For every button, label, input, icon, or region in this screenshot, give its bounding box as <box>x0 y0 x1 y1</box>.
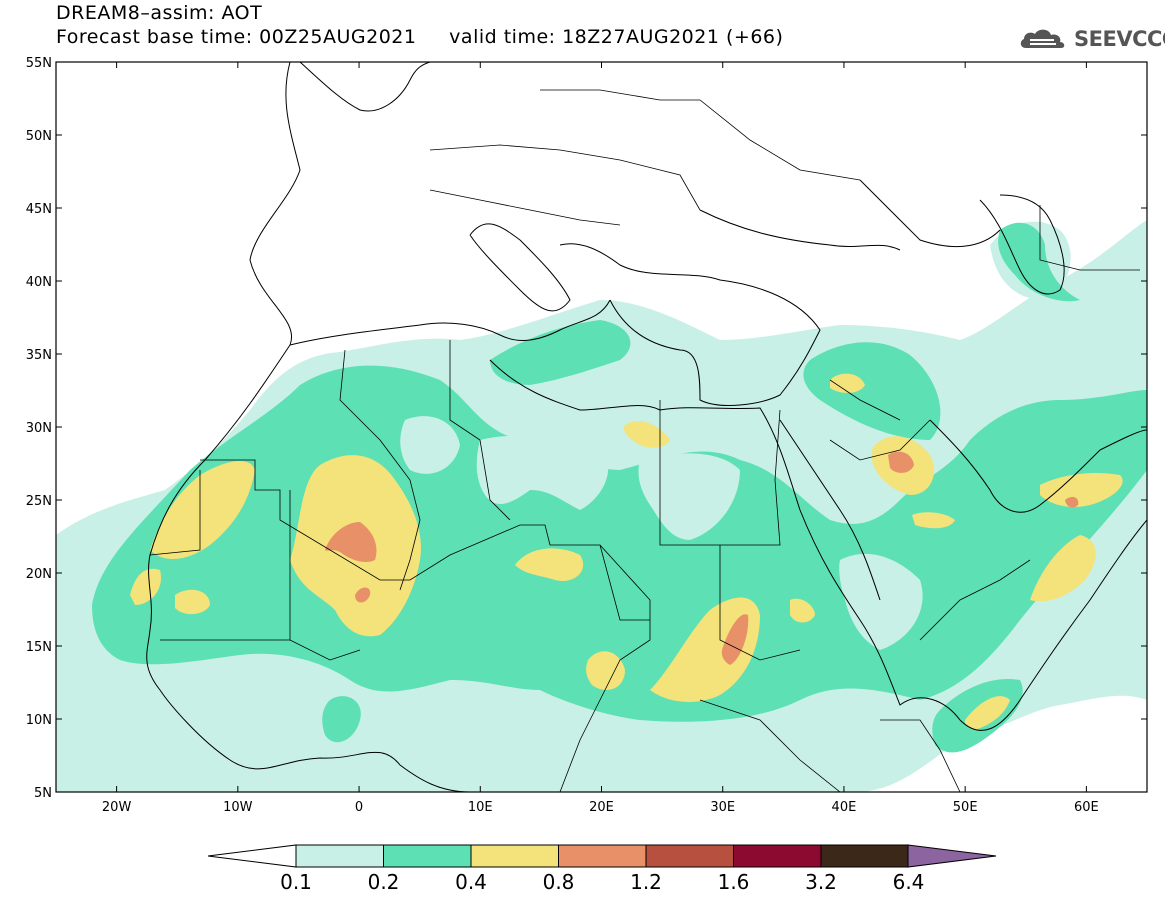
colorbar-swatch <box>558 844 647 868</box>
lon-tick-label: 60E <box>1074 800 1099 815</box>
logo-text: SEEVCCC <box>1074 27 1165 51</box>
lat-tick-label: 50N <box>26 129 52 144</box>
aot-contour-0.8 <box>325 451 1079 665</box>
colorbar-swatch <box>820 844 909 868</box>
cloud-icon <box>1020 29 1065 48</box>
lat-tick-label: 20N <box>26 567 52 582</box>
lon-tick-label: 20E <box>589 800 614 815</box>
colorbar-label: 0.1 <box>280 870 312 894</box>
lon-tick-label: 0 <box>355 800 363 815</box>
colorbar-label: 1.2 <box>630 870 662 894</box>
lat-tick-label: 15N <box>26 640 52 655</box>
lon-tick-label: 20W <box>102 800 132 815</box>
country-borders <box>149 89 1140 792</box>
colorbar-swatch <box>383 844 472 868</box>
lat-tick-label: 35N <box>26 348 52 363</box>
lon-tick-label: 50E <box>953 800 978 815</box>
colorbar: 0.1 0.2 0.4 0.8 1.2 1.6 3.2 6.4 <box>207 844 997 894</box>
colorbar-swatch <box>733 844 822 868</box>
colorbar-swatch <box>295 844 384 868</box>
colorbar-swatch <box>470 844 559 868</box>
colorbar-max-arrow <box>907 844 997 868</box>
aot-contour-holes <box>400 416 923 650</box>
colorbar-label: 6.4 <box>893 870 925 894</box>
lat-tick-label: 30N <box>26 421 52 436</box>
colorbar-swatch <box>645 844 734 868</box>
lat-tick-label: 45N <box>26 202 52 217</box>
coastlines <box>146 62 1147 792</box>
longitude-axis: 20W 10W 0 10E 20E 30E 40E 50E 60E <box>102 62 1099 815</box>
lon-tick-label: 10E <box>468 800 493 815</box>
lat-tick-label: 55N <box>26 56 52 71</box>
lat-tick-label: 10N <box>26 713 52 728</box>
colorbar-min-arrow <box>207 844 297 868</box>
lon-tick-label: 30E <box>710 800 735 815</box>
colorbar-label: 0.8 <box>543 870 575 894</box>
forecast-time-subtitle: Forecast base time: 00Z25AUG2021 valid t… <box>56 26 784 48</box>
lat-tick-label: 5N <box>34 786 52 801</box>
lat-tick-label: 40N <box>26 275 52 290</box>
lon-tick-label: 10W <box>223 800 253 815</box>
latitude-axis: 5N 10N 15N 20N 25N 30N 35N 40N 45N 50N 55N <box>26 56 1147 801</box>
colorbar-label: 0.4 <box>455 870 487 894</box>
seevccc-logo: SEEVCCC <box>1018 26 1165 52</box>
colorbar-label: 3.2 <box>805 870 837 894</box>
colorbar-label: 0.2 <box>368 870 400 894</box>
colorbar-label: 1.6 <box>718 870 750 894</box>
lon-tick-label: 40E <box>832 800 857 815</box>
map-title: DREAM8–assim: AOT <box>56 2 263 24</box>
lat-tick-label: 25N <box>26 494 52 509</box>
